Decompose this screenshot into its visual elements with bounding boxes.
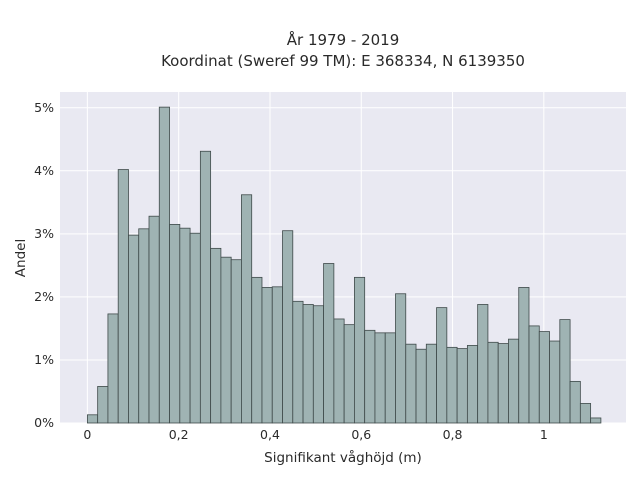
histogram-bar (251, 276, 263, 424)
histogram-bar (446, 346, 458, 424)
y-tick-label: 1% (34, 352, 54, 367)
bars (86, 106, 602, 424)
y-tick-label: 2% (34, 289, 54, 304)
histogram-bar (425, 343, 437, 424)
histogram-bar (549, 340, 561, 424)
y-tick-label: 5% (34, 100, 54, 115)
histogram-bar (508, 338, 520, 424)
histogram-bar (466, 345, 479, 424)
histogram-bar (497, 343, 509, 424)
histogram-bar (477, 304, 489, 424)
histogram-bar (415, 348, 427, 424)
x-tick-label: 1 (540, 427, 548, 442)
histogram-bar (241, 194, 253, 424)
histogram-bar (86, 414, 99, 424)
histogram-bar (117, 169, 129, 424)
x-tick-label: 0 (83, 427, 91, 442)
histogram-bar (138, 228, 150, 424)
histogram-bar (569, 380, 581, 424)
histogram-bar (343, 324, 355, 424)
histogram-bar (312, 305, 325, 424)
histogram-bar (559, 319, 571, 424)
histogram-bar (487, 341, 499, 424)
histogram-bar (261, 287, 273, 424)
histogram-bar (364, 329, 376, 424)
histogram-bar (333, 318, 345, 424)
histogram-bar (354, 276, 366, 424)
histogram-bar (128, 234, 140, 424)
histogram-bar (282, 230, 294, 424)
chart-title: År 1979 - 2019 (287, 30, 400, 49)
x-tick-label: 0,6 (351, 427, 371, 442)
histogram-bar (405, 343, 417, 424)
histogram-bar (230, 259, 242, 424)
histogram-bar (302, 304, 314, 424)
histogram-bar (148, 215, 160, 424)
histogram-bar (210, 247, 222, 424)
histogram-bar (518, 287, 530, 424)
x-tick-label: 0,2 (169, 427, 189, 442)
y-tick-label: 3% (34, 226, 54, 241)
y-tick-label: 4% (34, 163, 54, 178)
histogram-bar (158, 106, 170, 424)
histogram-bar (107, 313, 119, 424)
histogram-bar (538, 331, 550, 424)
histogram-bar (528, 325, 540, 424)
histogram-bar (271, 286, 283, 424)
x-tick-label: 0,8 (443, 427, 463, 442)
histogram-bar (579, 403, 592, 424)
histogram-bar (323, 263, 335, 424)
histogram-bar (395, 293, 407, 424)
x-axis-label: Signifikant våghöjd (m) (264, 449, 422, 466)
tick-labels: 0 0,2 0,4 0,6 0,8 1 0% 1% 2% 3% 4% 5% (34, 100, 548, 442)
chart-subtitle: Koordinat (Sweref 99 TM): E 368334, N 61… (161, 52, 525, 70)
y-tick-label: 0% (34, 415, 54, 430)
histogram-bar (456, 348, 468, 424)
histogram-bar (590, 417, 602, 424)
histogram-bar (199, 150, 212, 424)
histogram-bar (179, 227, 191, 424)
histogram-bar (292, 300, 304, 424)
histogram-bar (374, 332, 386, 424)
histogram-bar (384, 332, 396, 424)
x-tick-label: 0,4 (260, 427, 280, 442)
histogram-bar (436, 307, 448, 424)
histogram-bar (97, 386, 109, 424)
histogram-bar (189, 232, 201, 424)
histogram-bar (220, 256, 232, 424)
histogram-bar (169, 223, 181, 424)
y-axis-label: Andel (13, 239, 29, 277)
